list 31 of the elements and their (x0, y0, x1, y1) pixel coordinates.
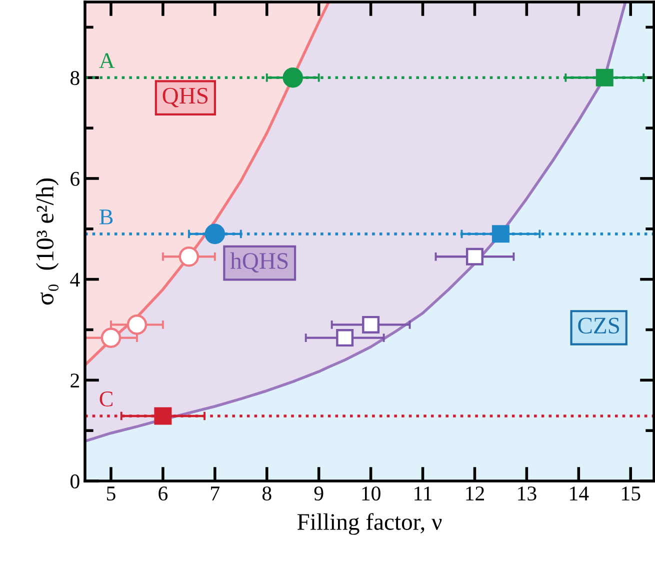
y-axis-title: σ₀ (10³ e²/h) (36, 178, 59, 305)
y-tick-label: 0 (70, 474, 80, 488)
x-tick-label: 7 (211, 486, 220, 500)
x-tick-label: 13 (518, 486, 536, 501)
x-tick-label: 5 (106, 486, 116, 501)
x-tick-label: 11 (414, 486, 432, 500)
ref-line-label: A (99, 53, 115, 68)
y-tick-label: 4 (70, 272, 80, 287)
point (178, 246, 200, 267)
point (362, 316, 380, 334)
point (466, 248, 484, 266)
y-tick-label: 8 (70, 71, 80, 86)
y-tick-label: 2 (70, 374, 79, 388)
x-tick-label: 15 (622, 486, 640, 501)
x-tick-label: 14 (570, 486, 589, 500)
ref-line-label: C (100, 392, 112, 406)
point (126, 314, 148, 335)
annotation: QHS (162, 88, 208, 108)
point (154, 407, 172, 425)
x-tick-label: 8 (262, 486, 272, 501)
annotation: hQHS (230, 252, 288, 273)
point (100, 328, 122, 348)
ref-line-label: B (100, 210, 113, 224)
point (336, 329, 354, 347)
annotation: CZS (578, 318, 620, 334)
x-tick-label: 6 (158, 486, 168, 501)
y-tick-label: 6 (70, 172, 80, 186)
x-axis-title: Filling factor, ν (297, 513, 442, 535)
x-tick-label: 9 (314, 486, 324, 501)
x-tick-label: 10 (362, 486, 380, 501)
x-tick-label: 12 (466, 486, 484, 500)
